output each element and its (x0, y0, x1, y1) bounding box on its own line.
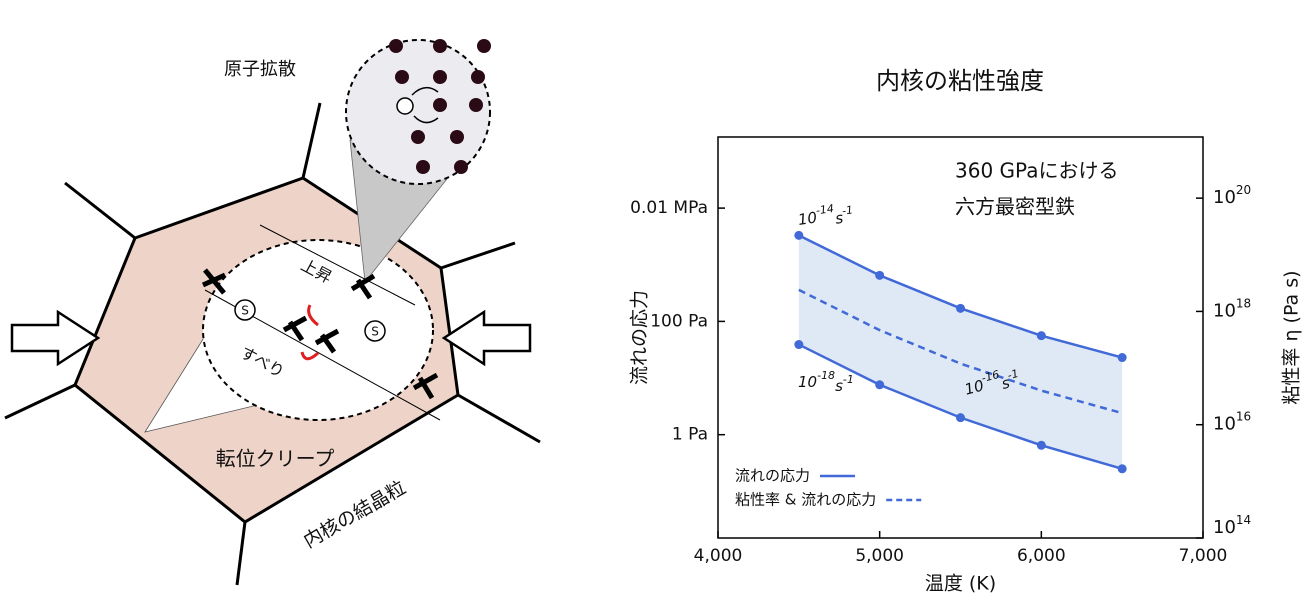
point (794, 231, 803, 240)
point (875, 380, 884, 389)
rate-exponent: -14 (815, 202, 835, 217)
grain-boundary (441, 243, 515, 268)
band (799, 235, 1122, 468)
x-tick-label: 5,000 (855, 546, 904, 566)
x-axis-label: 温度 (K) (925, 573, 996, 595)
tick-exponent: 20 (1236, 183, 1251, 197)
point (875, 271, 884, 280)
rate-unit-exponent: -1 (843, 373, 854, 386)
grain-boundary (65, 183, 135, 238)
tick-base: 10 (1213, 414, 1236, 435)
point (956, 413, 965, 422)
grain-boundary (5, 385, 75, 418)
y-tick-label: 100 Pa (650, 311, 708, 331)
label: S (241, 304, 249, 318)
tick-base: 10 (1213, 187, 1236, 208)
rate-exponent: -18 (817, 369, 835, 382)
y-tick-label: 1 Pa (672, 425, 708, 445)
x-tick-label: 4,000 (694, 546, 743, 566)
legend-label: 流れの応力 (735, 467, 810, 485)
figure: 原子拡散 上昇 すべり S S 転位クリープ 内核の結晶粒 内核の粘性強度4,0… (0, 0, 1309, 599)
point (956, 304, 965, 313)
y2-tick-label: 1020 (1213, 183, 1251, 209)
y2-tick-label: 1018 (1213, 296, 1251, 322)
point (1037, 441, 1046, 450)
y2-tick-label: 1016 (1213, 409, 1251, 435)
y-tick-label: 0.01 MPa (630, 198, 708, 218)
chart: 内核の粘性強度 4,000 5,000 6,000 7,000 1 Pa 100 Pa 0.0… (629, 67, 1303, 595)
x-tick-label: 7,000 (1179, 546, 1228, 566)
rate-base: 10 (798, 373, 817, 391)
vacancy (397, 98, 413, 114)
rate-unit: s (835, 377, 843, 395)
tick-base: 10 (1213, 517, 1236, 538)
y2-axis-label: 粘性率 η (Pa s) (1281, 270, 1303, 404)
rate-unit-exponent: -1 (841, 203, 854, 217)
tick-exponent: 14 (1236, 513, 1251, 527)
annotation: 六方最密型鉄 (955, 195, 1075, 219)
tick-exponent: 16 (1236, 409, 1251, 423)
chart-title: 内核の粘性強度 (876, 67, 1044, 95)
grain-diagram (5, 39, 540, 585)
label: 内核の結晶粒 (300, 477, 410, 553)
legend-label: 粘性率 & 流れの応力 (735, 491, 876, 509)
label: S (371, 325, 379, 339)
label: 転位クリープ (216, 447, 335, 471)
tick-exponent: 18 (1236, 296, 1251, 310)
x-tick-label: 6,000 (1017, 546, 1066, 566)
point (1118, 464, 1127, 473)
grain-boundary (303, 103, 320, 178)
point (1037, 331, 1046, 340)
rate-label: 10-14s-1 (796, 199, 855, 232)
tick-base: 10 (1213, 300, 1236, 321)
point (794, 340, 803, 349)
stress-arrow (12, 312, 98, 364)
label: 原子拡散 (224, 59, 296, 80)
grain-boundary (458, 395, 540, 442)
stress-arrow (444, 312, 530, 364)
grain-boundary (237, 522, 245, 585)
y-axis-label: 流れの応力 (629, 290, 651, 385)
rate-label: 10-18s-1 (798, 369, 854, 395)
y2-tick-label: 1014 (1213, 513, 1251, 539)
rate-base: 10 (797, 208, 818, 228)
point (1118, 353, 1127, 362)
annotation: 360 GPaにおける (955, 159, 1118, 183)
